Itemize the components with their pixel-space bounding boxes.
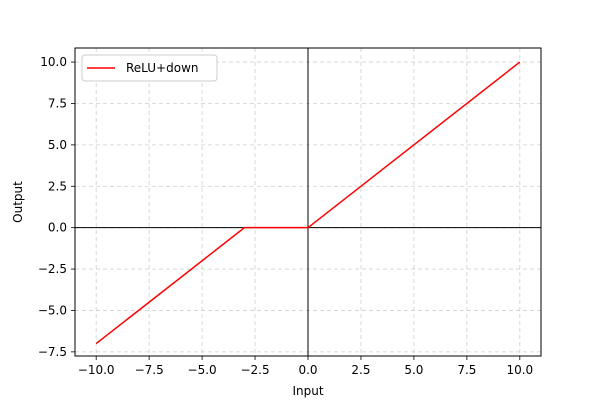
x-tick-label: 7.5 [457, 363, 476, 377]
plot-area [74, 47, 542, 357]
x-tick-label: 10.0 [506, 363, 533, 377]
y-tick-label: 0.0 [48, 221, 67, 235]
legend-label: ReLU+down [126, 61, 199, 75]
legend-box [81, 54, 218, 82]
x-axis-label: Input [292, 384, 323, 398]
x-tick-label: 5.0 [404, 363, 423, 377]
y-axis-label: Output [11, 181, 25, 223]
y-ticks: −7.5 −5.0 −2.5 0.0 2.5 5.0 7.5 10.0 [38, 55, 75, 359]
x-tick-label: −2.5 [240, 363, 269, 377]
y-tick-label: 7.5 [48, 96, 67, 110]
x-tick-label: −7.5 [135, 363, 164, 377]
x-ticks: −10.0 −7.5 −5.0 −2.5 0.0 2.5 5.0 7.5 10.0 [78, 356, 533, 377]
x-tick-label: −5.0 [188, 363, 217, 377]
y-tick-label: −5.0 [38, 303, 67, 317]
series-line [95, 61, 521, 345]
y-tick-label: −2.5 [38, 262, 67, 276]
y-tick-label: −7.5 [38, 345, 67, 359]
series-layer [95, 61, 521, 345]
legend: ReLU+down [81, 54, 218, 82]
y-tick-label: 5.0 [48, 138, 67, 152]
y-tick-label: 10.0 [40, 55, 67, 69]
x-tick-label: 0.0 [298, 363, 317, 377]
x-tick-label: −10.0 [78, 363, 115, 377]
y-tick-label: 2.5 [48, 179, 67, 193]
x-tick-label: 2.5 [351, 363, 370, 377]
